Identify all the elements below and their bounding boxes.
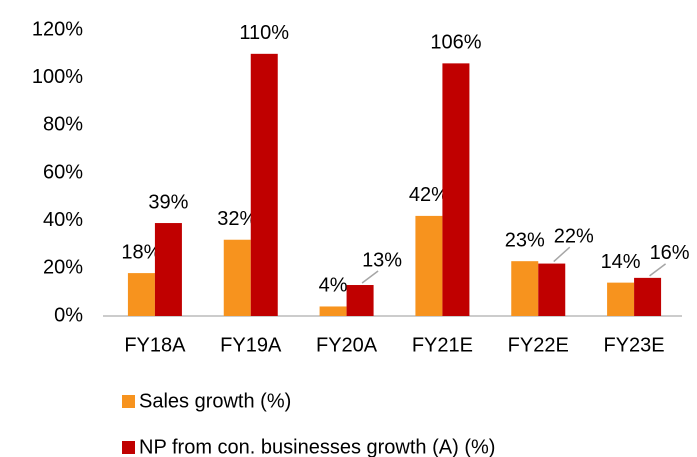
y-tick-label: 60% <box>43 161 83 183</box>
bar <box>346 285 374 316</box>
x-tick-label: FY23E <box>604 334 665 356</box>
data-label: 110% <box>239 22 289 44</box>
leader-line <box>649 263 667 277</box>
y-tick-label: 40% <box>43 209 83 231</box>
bar <box>223 239 251 316</box>
bar <box>538 263 566 316</box>
data-label: 32% <box>217 208 257 230</box>
data-label: 22% <box>554 225 594 247</box>
data-label: 14% <box>601 251 641 273</box>
data-label: 42% <box>409 184 449 206</box>
x-tick-label: FY21E <box>412 334 473 356</box>
data-label: 16% <box>650 242 690 264</box>
bar <box>607 282 635 316</box>
x-tick-label: FY20A <box>316 334 378 356</box>
legend-swatch <box>122 441 135 454</box>
x-tick-label: FY19A <box>220 334 282 356</box>
legend-label: Sales growth (%) <box>139 390 291 412</box>
bar <box>511 261 539 316</box>
y-tick-label: 80% <box>43 114 83 136</box>
y-tick-label: 0% <box>54 304 83 326</box>
leader-line <box>361 270 379 284</box>
legend-swatch <box>122 395 135 408</box>
bar <box>634 277 662 316</box>
data-label: 39% <box>148 191 188 213</box>
y-tick-label: 20% <box>43 257 83 279</box>
bar <box>127 273 155 316</box>
bar <box>442 63 470 316</box>
x-tick-label: FY22E <box>508 334 569 356</box>
data-label: 18% <box>121 241 161 263</box>
bar <box>319 306 347 316</box>
y-tick-label: 120% <box>32 18 83 40</box>
y-tick-label: 100% <box>32 66 83 88</box>
data-label: 4% <box>319 275 348 297</box>
data-label: 13% <box>362 249 402 271</box>
data-label: 106% <box>430 32 481 54</box>
bar <box>250 53 278 316</box>
bar <box>415 215 443 316</box>
data-label: 23% <box>505 229 545 251</box>
x-tick-label: FY18A <box>124 334 186 356</box>
bar <box>154 223 182 316</box>
leader-line <box>553 246 571 263</box>
legend-label: NP from con. businesses growth (A) (%) <box>139 436 495 457</box>
